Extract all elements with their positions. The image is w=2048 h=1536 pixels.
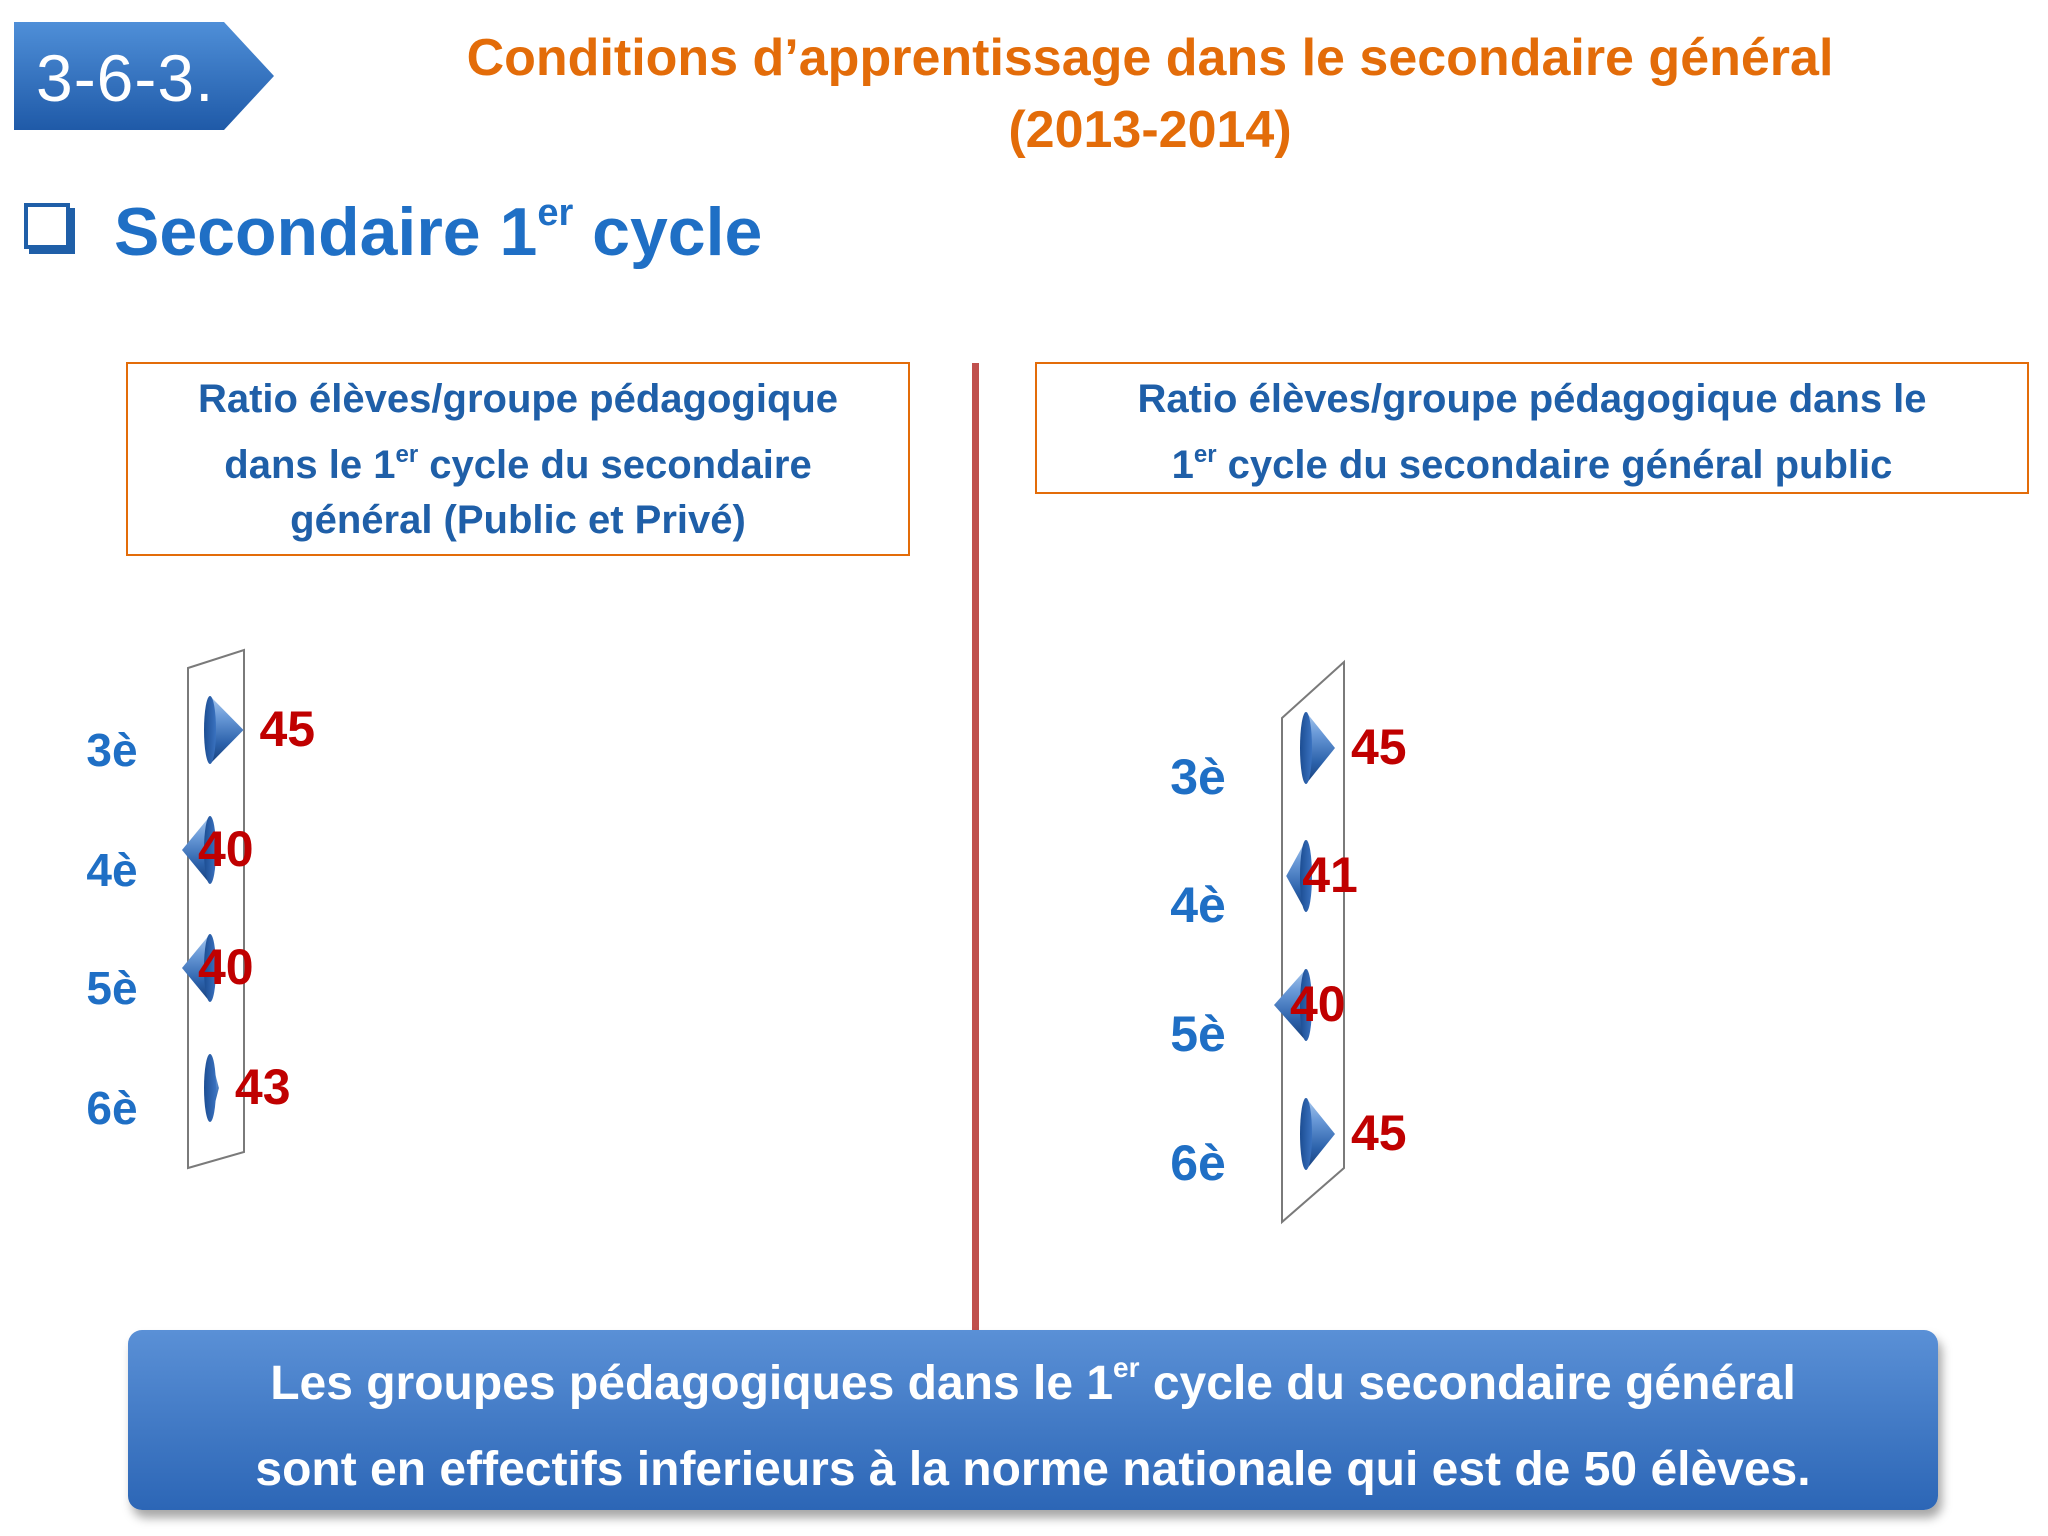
right-title-seg: 1 (1171, 443, 1194, 487)
right-category-label: 3è (1170, 749, 1226, 805)
section-heading: Secondaire 1er cycle (24, 192, 762, 271)
right-cone-body (1274, 969, 1306, 1041)
conclusion-banner: Les groupes pédagogiques dans le 1er cyc… (128, 1330, 1938, 1510)
left-cone-bar-4è (182, 816, 216, 884)
right-value-label: 45 (1351, 1105, 1407, 1161)
conclusion-line1-a: Les groupes pédagogiques dans le 1 (270, 1357, 1114, 1410)
right-title-sup: er (1193, 441, 1217, 468)
left-title-sup: er (395, 441, 419, 468)
right-value-label: 40 (1290, 976, 1346, 1032)
left-category-label: 5è (86, 962, 137, 1014)
left-chart-title-line1: Ratio élèves/groupe pédagogique (197, 377, 839, 421)
left-category-label: 6è (86, 1082, 137, 1134)
left-value-label: 40 (198, 821, 254, 877)
left-cone-bar-6è (204, 1054, 219, 1122)
slide-title: Conditions d’apprentissage dans le secon… (330, 22, 1970, 166)
left-value-label: 40 (198, 939, 254, 995)
right-chart-title: Ratio élèves/groupe pédagogique dans le … (1035, 362, 2029, 494)
right-cone-body (1306, 1098, 1335, 1170)
right-cone-base (1300, 712, 1312, 784)
section-heading-sup: er (537, 192, 574, 234)
right-cone-base (1300, 1098, 1312, 1170)
left-title-seg2: cycle du secondaire (418, 443, 812, 487)
left-chart-title-line2: dans le 1er cycle du secondaire (128, 427, 908, 493)
checkbox-bullet-icon (24, 203, 70, 249)
left-cone-base (204, 816, 216, 884)
left-title-seg: dans le 1 (224, 443, 396, 487)
badge-arrow-shape (14, 22, 274, 130)
right-title-seg2: cycle du secondaire général public (1216, 443, 1893, 487)
left-cone-bar-5è (182, 934, 216, 1002)
right-category-label: 6è (1170, 1135, 1226, 1191)
right-cone-bar-4è (1286, 840, 1312, 912)
vertical-divider (972, 363, 979, 1333)
left-cone-body (182, 934, 210, 1002)
section-heading-text: Secondaire 1 (114, 194, 538, 270)
conclusion-line1-b: cycle du secondaire général (1139, 1357, 1796, 1410)
right-cone-bar-3è (1300, 712, 1335, 784)
left-cone-bar-3è (204, 696, 244, 764)
left-cone-base (204, 1054, 216, 1122)
badge-label: 3-6-3. (36, 41, 215, 115)
left-value-label: 45 (260, 701, 316, 757)
section-heading-after: cycle (573, 194, 763, 270)
section-number-badge: 3-6-3. (14, 22, 274, 130)
conclusion-line1: Les groupes pédagogiques dans le 1er cyc… (128, 1352, 1938, 1411)
right-chart-title-line1: Ratio élèves/groupe pédagogique dans le (1137, 377, 1927, 421)
right-category-label: 5è (1170, 1006, 1226, 1062)
left-category-label: 4è (86, 844, 137, 896)
left-cone-base (204, 696, 216, 764)
right-value-label: 45 (1351, 719, 1407, 775)
left-cone-body (182, 816, 210, 884)
left-cone-base (204, 934, 216, 1002)
right-cone-base (1300, 969, 1312, 1041)
right-value-label: 41 (1302, 847, 1358, 903)
right-cone-bar-5è (1274, 969, 1312, 1041)
left-chart-back-wall (187, 648, 245, 1170)
left-chart-title-line3: général (Public et Privé) (290, 498, 746, 542)
left-cone-body (210, 696, 244, 764)
left-category-label: 3è (86, 724, 137, 776)
right-cone-body (1306, 712, 1335, 784)
right-chart-back-wall (1281, 659, 1345, 1225)
right-cone-base (1300, 840, 1312, 912)
conclusion-line1-sup: er (1113, 1352, 1140, 1383)
right-category-label: 4è (1170, 877, 1226, 933)
slide-title-line2: (2013-2014) (1008, 101, 1292, 159)
right-chart-title-line2: 1er cycle du secondaire général public (1037, 427, 2027, 493)
conclusion-line2: sont en effectifs inferieurs à la norme … (255, 1443, 1811, 1496)
right-cone-bar-6è (1300, 1098, 1335, 1170)
slide-title-line1: Conditions d’apprentissage dans le secon… (466, 29, 1834, 87)
left-chart-title: Ratio élèves/groupe pédagogique dans le … (126, 362, 910, 556)
left-value-label: 43 (235, 1059, 291, 1115)
